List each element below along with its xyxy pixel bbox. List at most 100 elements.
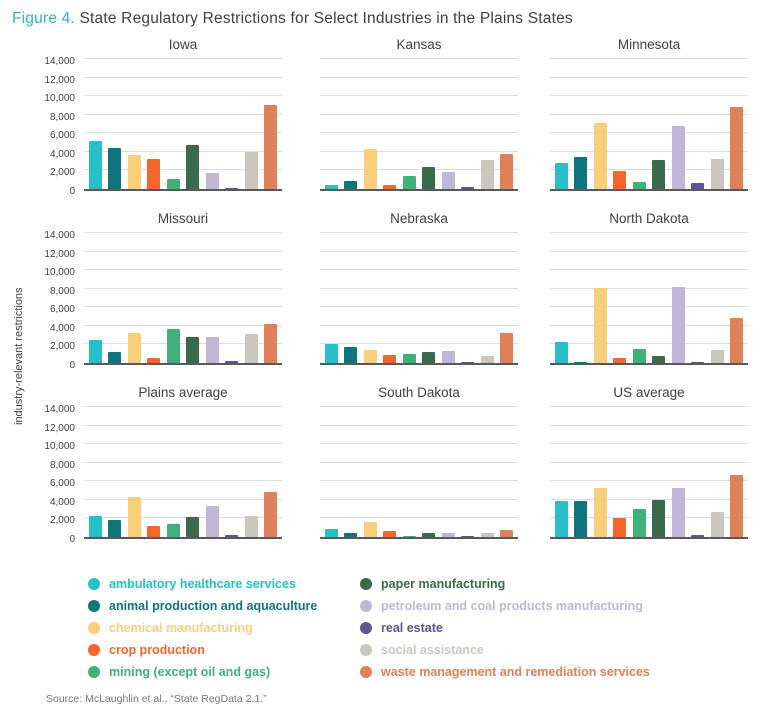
bar-crop-production	[383, 354, 397, 363]
bar-real-estate	[691, 535, 705, 537]
legend-label: chemical manufacturing	[109, 621, 253, 635]
gridline	[320, 169, 518, 171]
legend-item-mining-except-oil-and-gas: mining (except oil and gas)	[88, 661, 360, 683]
legend-label: petroleum and coal products manufacturin…	[381, 599, 643, 613]
legend-column-2: paper manufacturing petroleum and coal pr…	[360, 573, 650, 683]
bar-paper-manufacturing	[652, 355, 666, 363]
gridline	[550, 95, 748, 97]
legend-item-waste-management-and-remediation-services: waste management and remediation service…	[360, 661, 650, 683]
y-tick-label: 6,000	[49, 304, 75, 316]
legend-label: waste management and remediation service…	[381, 665, 650, 679]
gridline	[320, 287, 518, 289]
legend-item-paper-manufacturing: paper manufacturing	[360, 573, 650, 595]
gridline	[320, 306, 518, 308]
bar-ambulatory-healthcare-services	[325, 343, 338, 363]
gridline	[320, 517, 518, 519]
gridline	[320, 343, 518, 345]
plot-area-minnesota	[550, 58, 748, 191]
legend-item-chemical-manufacturing: chemical manufacturing	[88, 617, 360, 639]
gridline	[550, 250, 748, 252]
gridline	[320, 443, 518, 445]
bar-real-estate	[461, 535, 475, 537]
bar-petroleum-and-coal-products-manufacturing	[205, 337, 219, 363]
gridline	[320, 58, 518, 59]
plot-area-nebraska	[320, 232, 518, 365]
bar-waste-management-and-remediation-services	[263, 324, 277, 363]
gridline	[320, 95, 518, 97]
bar-paper-manufacturing	[652, 160, 666, 189]
bar-ambulatory-healthcare-services	[89, 140, 102, 189]
bar-waste-management-and-remediation-services	[499, 153, 513, 189]
bar-social-assistance	[480, 355, 494, 363]
legend-column-1: ambulatory healthcare services animal pro…	[88, 573, 360, 683]
bars-group	[320, 333, 518, 363]
gridline	[320, 269, 518, 271]
gridline	[320, 498, 518, 500]
figure-content: industry-relevant restrictions 0 2,000 4,0…	[0, 37, 768, 705]
bar-real-estate	[461, 361, 475, 363]
gridline	[550, 269, 748, 271]
bar-waste-management-and-remediation-services	[729, 107, 743, 189]
bar-crop-production	[147, 159, 161, 189]
bar-waste-management-and-remediation-services	[729, 474, 743, 537]
bar-chemical-manufacturing	[593, 123, 607, 189]
bar-mining-except-oil-and-gas	[166, 524, 180, 537]
panel-main: US average	[550, 385, 748, 539]
gridline	[320, 76, 518, 78]
bar-crop-production	[613, 171, 627, 189]
legend-item-social-assistance: social assistance	[360, 639, 650, 661]
panel-spacer	[282, 385, 320, 539]
bars-group	[550, 474, 748, 537]
legend-item-petroleum-and-coal-products-manufacturing: petroleum and coal products manufacturin…	[360, 595, 650, 617]
chart-panel-kansas: Kansas	[282, 37, 518, 191]
bar-petroleum-and-coal-products-manufacturing	[441, 350, 455, 363]
legend-item-crop-production: crop production	[88, 639, 360, 661]
panel-main: Plains average	[84, 385, 282, 539]
bar-chemical-manufacturing	[363, 149, 377, 189]
chart-panel-nebraska: Nebraska	[282, 211, 518, 365]
y-tick-label: 14,000	[44, 230, 75, 241]
legend-dot-icon	[88, 600, 100, 612]
bar-mining-except-oil-and-gas	[402, 176, 416, 189]
bar-social-assistance	[710, 511, 724, 537]
y-tick-label: 4,000	[49, 496, 75, 508]
legend-item-ambulatory-healthcare-services: ambulatory healthcare services	[88, 573, 360, 595]
bar-crop-production	[383, 185, 397, 189]
plot-area-kansas	[320, 58, 518, 191]
bar-paper-manufacturing	[422, 533, 436, 537]
bar-crop-production	[613, 518, 627, 537]
bar-social-assistance	[244, 151, 258, 189]
bars-group	[84, 105, 282, 189]
bar-animal-production-and-aquaculture	[108, 520, 122, 537]
legend-label: ambulatory healthcare services	[109, 577, 296, 591]
bar-ambulatory-healthcare-services	[325, 185, 338, 189]
legend-label: real estate	[381, 621, 443, 635]
chart-panel-minnesota: Minnesota	[518, 37, 748, 191]
gridline	[550, 113, 748, 115]
gridline	[84, 324, 282, 326]
gridline	[320, 480, 518, 482]
gridline	[550, 169, 748, 171]
gridline	[84, 250, 282, 252]
bar-social-assistance	[480, 160, 494, 189]
gridline	[84, 269, 282, 271]
bar-real-estate	[691, 183, 705, 189]
y-tick-label: 0	[69, 534, 75, 545]
chart-panel-south-dakota: South Dakota	[282, 385, 518, 539]
chart-title-kansas: Kansas	[396, 37, 442, 52]
legend-label: paper manufacturing	[381, 577, 506, 591]
y-tick-label: 8,000	[49, 459, 75, 471]
y-tick-label: 0	[69, 186, 75, 197]
gridline	[550, 306, 748, 308]
panel-spacer	[282, 37, 320, 191]
bar-social-assistance	[710, 159, 724, 189]
bar-ambulatory-healthcare-services	[325, 528, 338, 537]
bars-group	[320, 149, 518, 189]
bar-real-estate	[461, 187, 475, 189]
bar-paper-manufacturing	[186, 337, 200, 363]
bar-petroleum-and-coal-products-manufacturing	[441, 533, 455, 537]
plot-area-missouri	[84, 232, 282, 365]
chart-panel-north-dakota: North Dakota	[518, 211, 748, 365]
gridline	[320, 324, 518, 326]
gridline	[84, 113, 282, 115]
